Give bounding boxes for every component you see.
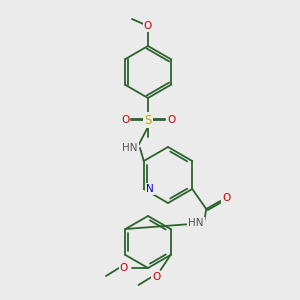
Text: O: O bbox=[121, 115, 129, 125]
Text: S: S bbox=[144, 113, 152, 127]
Text: O: O bbox=[152, 272, 160, 282]
Text: O: O bbox=[167, 115, 175, 125]
Text: O: O bbox=[144, 21, 152, 31]
Text: HN: HN bbox=[188, 218, 204, 228]
Text: O: O bbox=[222, 193, 230, 203]
Text: HN: HN bbox=[122, 143, 138, 153]
Text: O: O bbox=[120, 263, 128, 273]
Text: N: N bbox=[146, 184, 154, 194]
